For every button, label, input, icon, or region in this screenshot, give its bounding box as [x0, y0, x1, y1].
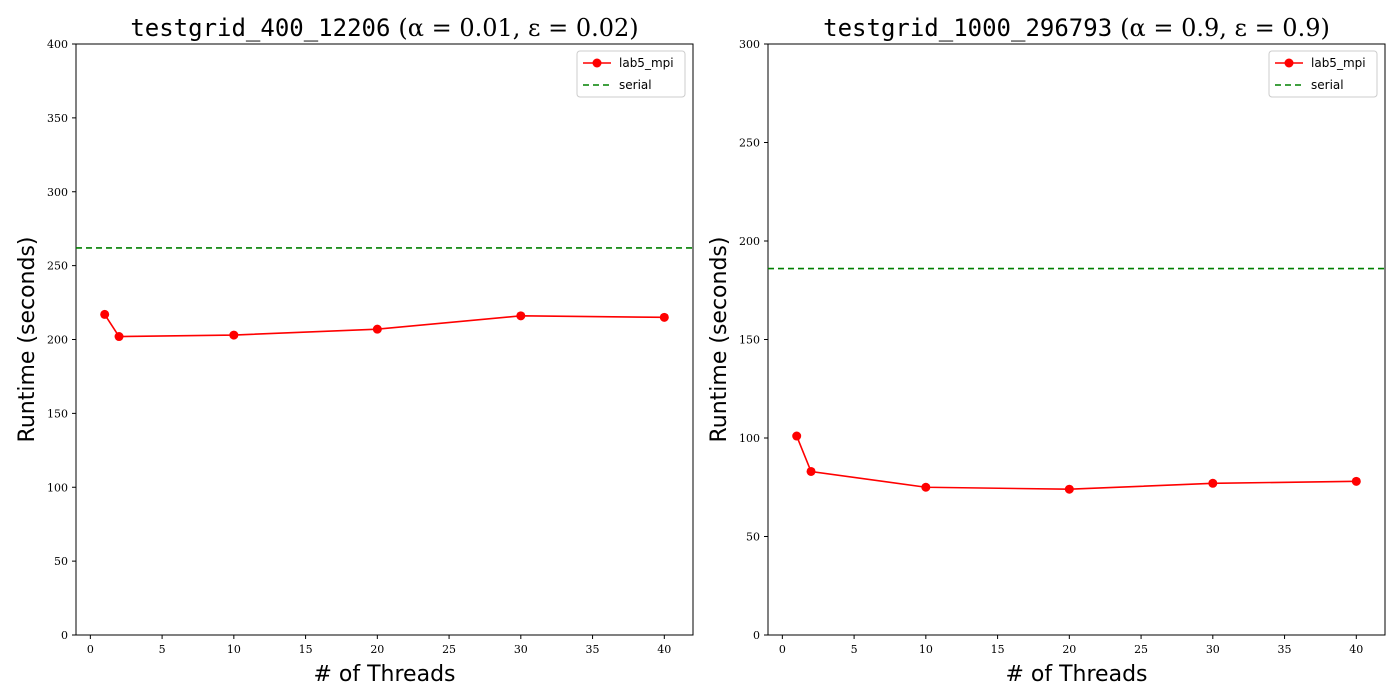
chart-2-ylabel: Runtime (seconds) — [707, 237, 732, 443]
chart-2-title-code: testgrid_1000_296793 — [823, 14, 1112, 42]
chart-2-data-point — [1208, 478, 1218, 488]
chart-1-title-params: (α = 0.01, ε = 0.02) — [398, 14, 638, 42]
chart-2-ytick-label: 150 — [739, 334, 760, 347]
chart-2-data-point — [921, 482, 931, 492]
chart-2-legend-series-label: lab5_mpi — [1311, 56, 1366, 70]
chart-1-xtick-label: 15 — [299, 643, 313, 656]
chart-2-data-point — [806, 466, 816, 476]
chart-1-xtick-label: 0 — [87, 643, 94, 656]
chart-1-title: testgrid_400_12206 (α = 0.01, ε = 0.02) — [130, 14, 638, 42]
chart-2-title-params: (α = 0.9, ε = 0.9) — [1120, 14, 1330, 42]
chart-2-xtick-label: 5 — [851, 643, 858, 656]
chart-2-xtick-label: 10 — [919, 643, 933, 656]
chart-1-data-point — [100, 309, 110, 319]
chart-2: 0 50 100 150 200 250 300 0 5 10 15 20 25 30 35 40 testgr… — [707, 14, 1386, 687]
chart-1-ylabel: Runtime (seconds) — [15, 237, 40, 443]
chart-2-xtick-label: 35 — [1278, 643, 1292, 656]
chart-1-xtick-label: 40 — [657, 643, 671, 656]
chart-1-ytick-label: 50 — [54, 555, 68, 568]
chart-1-xtick-label: 5 — [159, 643, 166, 656]
chart-1-ytick-label: 400 — [47, 38, 68, 51]
chart-1-xtick-label: 35 — [586, 643, 600, 656]
chart-1-xtick-label: 25 — [442, 643, 456, 656]
chart-2-title: testgrid_1000_296793 (α = 0.9, ε = 0.9) — [823, 14, 1330, 42]
chart-2-data-point — [1351, 476, 1361, 486]
chart-1: 0 50 100 150 200 250 300 350 400 0 5 10 15 20 25 30 35 40… — [15, 14, 694, 687]
chart-1-data-point — [114, 332, 124, 342]
chart-1-legend-serial-label: serial — [619, 78, 652, 92]
chart-2-xtick-label: 30 — [1206, 643, 1220, 656]
chart-2-ytick-label: 100 — [739, 432, 760, 445]
chart-2-data-point — [1064, 484, 1074, 494]
chart-2-xtick-label: 15 — [991, 643, 1005, 656]
chart-1-ytick-label: 300 — [47, 186, 68, 199]
chart-2-data-point — [792, 431, 802, 441]
chart-1-data-point — [372, 324, 382, 334]
chart-1-xtick-label: 30 — [514, 643, 528, 656]
chart-1-title-code: testgrid_400_12206 — [130, 14, 390, 42]
chart-1-legend-series-label: lab5_mpi — [619, 56, 674, 70]
chart-1-xlabel: # of Threads — [313, 662, 455, 687]
chart-2-axes-frame — [767, 43, 1386, 636]
chart-1-series-line — [104, 313, 665, 338]
chart-2-xtick-label: 25 — [1134, 643, 1148, 656]
chart-1-ytick-label: 100 — [47, 481, 68, 494]
chart-1-ytick-label: 200 — [47, 334, 68, 347]
chart-1-xtick-label: 20 — [370, 643, 384, 656]
chart-2-series-line — [795, 435, 1357, 491]
chart-1-data-point — [229, 330, 239, 340]
chart-1-ytick-label: 0 — [61, 629, 68, 642]
chart-2-ytick-label: 0 — [753, 629, 760, 642]
chart-2-xtick-label: 40 — [1349, 643, 1363, 656]
chart-1-ytick-label: 350 — [47, 112, 68, 125]
chart-2-xlabel: # of Threads — [1005, 662, 1147, 687]
chart-2-xtick-label: 20 — [1062, 643, 1076, 656]
chart-2-ytick-label: 250 — [739, 137, 760, 150]
chart-1-xtick-label: 10 — [227, 643, 241, 656]
chart-2-ytick-label: 50 — [746, 531, 760, 544]
chart-1-data-point — [659, 312, 669, 322]
chart-2-xtick-label: 0 — [779, 643, 786, 656]
chart-2-legend-serial-label: serial — [1311, 78, 1344, 92]
chart-2-ytick-label: 300 — [739, 38, 760, 51]
chart-1-ytick-label: 250 — [47, 260, 68, 273]
chart-1-axes-frame — [75, 43, 694, 636]
chart-1-ytick-label: 150 — [47, 407, 68, 420]
chart-2-ytick-label: 200 — [739, 235, 760, 248]
chart-1-data-point — [516, 311, 526, 321]
chart-2-legend-series-marker — [1284, 58, 1294, 68]
chart-1-legend-series-marker — [592, 58, 602, 68]
